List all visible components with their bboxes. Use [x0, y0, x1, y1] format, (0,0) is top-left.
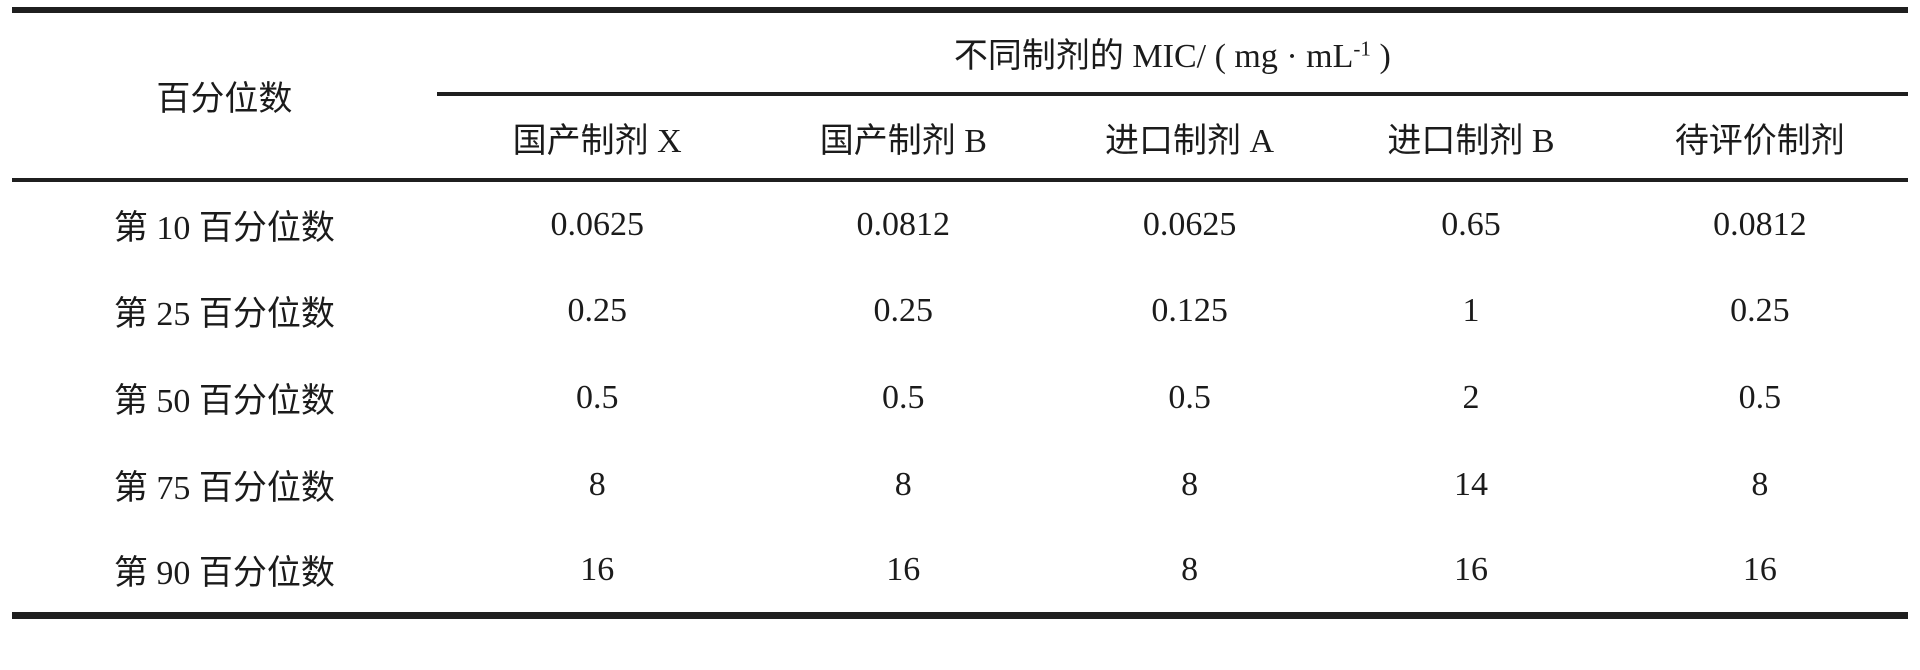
- mic-unit-group-header: 不同制剂的 MIC/ ( mg · mL-1 ): [436, 10, 1908, 96]
- row-label: 第 75 百分位数: [113, 470, 335, 507]
- row-label: 第 90 百分位数: [113, 555, 335, 593]
- row-label: 第 25 百分位数: [113, 296, 335, 333]
- value-cell: 0.0625: [1142, 205, 1237, 243]
- mic-unit-text: 不同制剂的 MIC/ ( mg · mL: [953, 38, 1354, 75]
- group-header-row: 百分位数 不同制剂的 MIC/ ( mg · mL-1 ): [12, 10, 1908, 182]
- value-cell: 0.25: [873, 291, 934, 329]
- value-cell: 0.65: [1441, 205, 1501, 243]
- col-header-domestic-b: 国产制剂 B: [757, 94, 1049, 182]
- col-header-import-b: 进口制剂 B: [1330, 94, 1612, 182]
- value-cell: 0.125: [1151, 291, 1228, 329]
- col-header-import-a: 进口制剂 A: [1048, 94, 1331, 182]
- value-cell: 16: [580, 550, 615, 588]
- mic-unit-close-paren: ): [1370, 38, 1391, 75]
- row-label: 第 50 百分位数: [113, 383, 335, 420]
- value-cell: 0.5: [1738, 378, 1782, 416]
- table-row: 第 50 百分位数 0.5 0.5 0.5 2 0.5: [12, 354, 1908, 441]
- value-cell: 0.25: [567, 291, 627, 329]
- value-cell: 0.5: [1168, 378, 1211, 416]
- value-cell: 8: [1751, 465, 1769, 503]
- table-row: 第 75 百分位数 8 8 8 14 8: [12, 441, 1908, 528]
- table-container: 百分位数 不同制剂的 MIC/ ( mg · mL-1 ) 国产制剂 X 国产制…: [12, 7, 1908, 619]
- value-cell: 8: [1181, 550, 1199, 588]
- value-cell: 2: [1462, 378, 1480, 416]
- percentile-column-header: 百分位数: [12, 10, 437, 182]
- superscript-exponent: -1: [1353, 36, 1371, 61]
- row-label: 第 10 百分位数: [113, 210, 335, 247]
- col-header-domestic-x: 国产制剂 X: [436, 94, 758, 182]
- value-cell: 0.5: [575, 378, 619, 416]
- table-row: 第 25 百分位数 0.25 0.25 0.125 1 0.25: [12, 267, 1908, 354]
- value-cell: 8: [1181, 465, 1199, 503]
- table-row: 第 10 百分位数 0.0625 0.0812 0.0625 0.65 0.08…: [12, 180, 1908, 267]
- col-header-to-evaluate: 待评价制剂: [1611, 94, 1908, 182]
- value-cell: 8: [588, 465, 606, 503]
- value-cell: 0.25: [1730, 291, 1790, 329]
- value-cell: 1: [1462, 291, 1480, 329]
- value-cell: 0.0812: [856, 205, 951, 243]
- mic-percentile-table: 百分位数 不同制剂的 MIC/ ( mg · mL-1 ) 国产制剂 X 国产制…: [12, 7, 1908, 619]
- value-cell: 16: [1742, 550, 1777, 588]
- value-cell: 0.0625: [550, 205, 644, 243]
- value-cell: 14: [1453, 465, 1488, 503]
- value-cell: 8: [894, 465, 912, 503]
- value-cell: 16: [1453, 550, 1488, 588]
- value-cell: 0.0812: [1713, 205, 1807, 243]
- value-cell: 16: [886, 550, 921, 588]
- table-row: 第 90 百分位数 16 16 8 16 16: [12, 528, 1908, 615]
- column-header-row: 国产制剂 X 国产制剂 B 进口制剂 A 进口制剂 B 待评价制剂: [12, 94, 1908, 182]
- value-cell: 0.5: [882, 378, 925, 416]
